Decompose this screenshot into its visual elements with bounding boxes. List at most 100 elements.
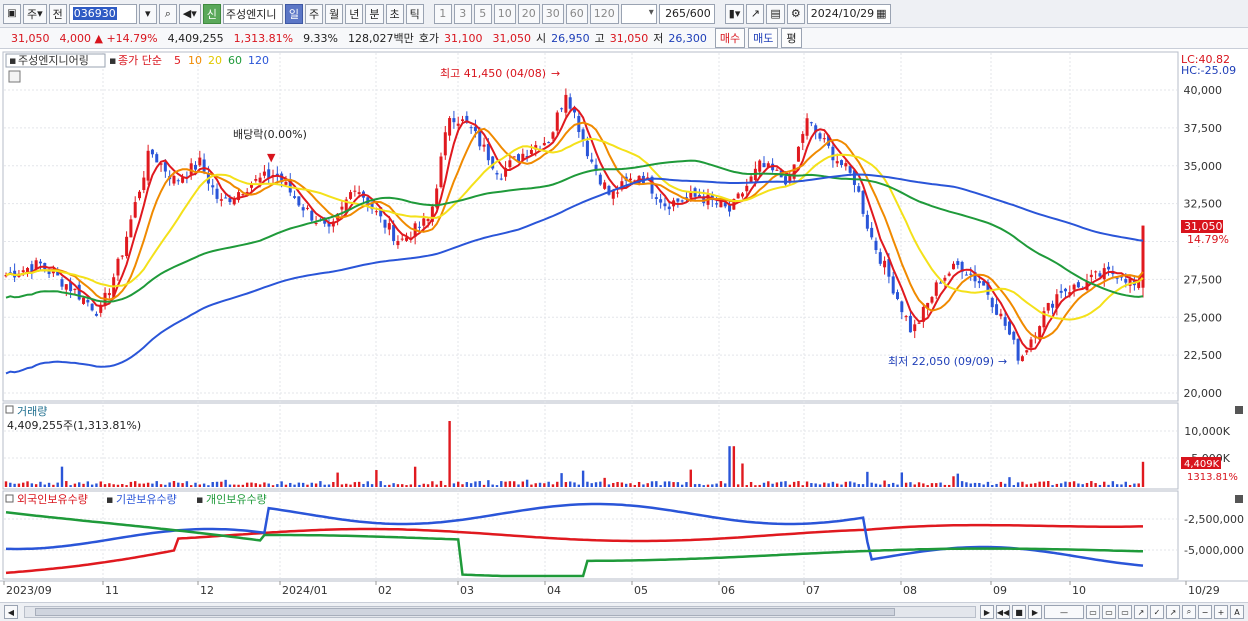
date-field[interactable]: 2024/10/29 ▦ — [806, 3, 891, 24]
volume-menu-icon[interactable] — [5, 405, 14, 414]
volume-bar — [319, 481, 322, 487]
zoom-slider-icon[interactable]: — — [1044, 605, 1084, 619]
interval-30[interactable]: 30 — [541, 3, 564, 24]
volume-bar — [379, 481, 382, 487]
candle-body — [908, 315, 912, 333]
horizontal-scrollbar[interactable] — [24, 606, 976, 618]
tab-minute[interactable]: 분 — [365, 3, 384, 24]
speaker-icon[interactable]: ◀▾ — [178, 3, 201, 24]
interval-10[interactable]: 10 — [493, 3, 516, 24]
candle-body — [1094, 271, 1098, 273]
chart-area[interactable]: 40,00037,50035,00032,50030,00027,50025,0… — [0, 49, 1248, 602]
tool-icon-4[interactable]: ↗ — [1134, 605, 1148, 619]
tab-month[interactable]: 월 — [325, 3, 344, 24]
candle-body — [1051, 303, 1055, 308]
holding-y-axis: -2,500,000 -5,000,000 — [1184, 513, 1244, 557]
scroll-left-icon[interactable]: ◀ — [4, 605, 18, 619]
zoom-out-icon[interactable]: − — [1198, 605, 1212, 619]
volume-bar — [594, 482, 598, 487]
tool-icon-6[interactable]: ↗ — [1166, 605, 1180, 619]
candle-body — [1016, 338, 1020, 361]
prev-button[interactable]: 전 — [48, 3, 67, 24]
candle-body — [809, 122, 813, 124]
stock-code-input[interactable]: 036930 — [68, 3, 137, 24]
font-size-icon[interactable]: A — [1230, 605, 1244, 619]
candle-body — [676, 198, 680, 202]
candle-body — [1068, 292, 1072, 295]
zoom-in-icon[interactable]: + — [1214, 605, 1228, 619]
volume-close-icon[interactable] — [1235, 406, 1243, 414]
interval-20[interactable]: 20 — [517, 3, 540, 24]
candle-body — [904, 316, 908, 318]
window-icon[interactable]: ▣ — [3, 3, 21, 24]
tab-second[interactable]: 초 — [385, 3, 404, 24]
candle-body — [301, 207, 305, 211]
candle-body — [534, 145, 538, 150]
search-icon[interactable]: ⌕ — [158, 3, 177, 24]
volume-bar — [930, 483, 934, 487]
volume-value: 4,409,255 — [167, 31, 224, 45]
code-dropdown-icon[interactable]: ▾ — [138, 3, 157, 24]
candle-body — [202, 159, 206, 172]
interval-3[interactable]: 3 — [453, 3, 472, 24]
candle-body — [1076, 282, 1080, 288]
play-icon[interactable]: ▶ — [1028, 605, 1042, 619]
volume-bar — [513, 481, 516, 487]
save-icon[interactable]: ▤ — [766, 3, 785, 24]
volume-bar — [508, 481, 512, 487]
calculator-icon[interactable] — [8, 70, 21, 83]
candle-body — [723, 202, 727, 207]
candle-body — [293, 196, 297, 198]
tool-icon-3[interactable]: ▭ — [1118, 605, 1132, 619]
flat-button[interactable]: 평 — [781, 28, 802, 48]
volume-bar — [586, 481, 589, 487]
tab-tick[interactable]: 틱 — [405, 3, 424, 24]
interval-60[interactable]: 60 — [565, 3, 588, 24]
chart-type-icon[interactable]: ▮▾ — [724, 3, 745, 24]
candle-body — [689, 192, 693, 198]
candle-body — [521, 153, 525, 160]
candle-body — [762, 163, 766, 168]
calendar-icon[interactable]: ▦ — [876, 7, 887, 20]
holding-close-icon[interactable] — [1235, 495, 1243, 503]
draw-tool-icon[interactable]: ↗ — [746, 3, 765, 24]
tab-day[interactable]: 일 — [284, 3, 304, 24]
volume-bar — [396, 484, 400, 487]
holding-menu-icon[interactable] — [5, 494, 14, 503]
interval-1[interactable]: 1 — [433, 3, 452, 24]
stock-chart-svg[interactable]: 40,00037,50035,00032,50030,00027,50025,0… — [0, 49, 1248, 602]
interval-select[interactable] — [620, 3, 657, 24]
tool-icon-1[interactable]: ▭ — [1086, 605, 1100, 619]
gear-icon[interactable]: ⚙ — [786, 3, 805, 24]
scroll-right-icon[interactable]: ▶ — [980, 605, 994, 619]
tab-year[interactable]: 년 — [345, 3, 364, 24]
buy-button[interactable]: 매수 — [714, 28, 746, 48]
candle-body — [1059, 290, 1063, 293]
count-field[interactable]: 265/600 — [658, 3, 715, 24]
interval-5[interactable]: 5 — [473, 3, 492, 24]
tab-week[interactable]: 주 — [305, 3, 324, 24]
zoom-icon[interactable]: ⌕ — [1182, 605, 1196, 619]
panel-menu-icon[interactable]: ▪ — [9, 54, 16, 67]
interval-120[interactable]: 120 — [589, 3, 619, 24]
rewind-icon[interactable]: ◀◀ — [996, 605, 1010, 619]
sell-button[interactable]: 매도 — [748, 28, 779, 48]
volume-bar — [301, 482, 305, 487]
stock-title: 주성엔지니어링 — [18, 54, 89, 67]
tool-icon-5[interactable]: ✓ — [1150, 605, 1164, 619]
market-select[interactable]: 주 ▾ — [23, 3, 47, 24]
volume-bar — [637, 481, 641, 487]
candle-body — [64, 284, 68, 290]
candle-body — [1020, 356, 1024, 362]
volume-bar — [1072, 481, 1076, 487]
volume-bar — [732, 446, 736, 487]
scroll-thumb[interactable] — [35, 608, 895, 616]
stop-icon[interactable]: ■ — [1012, 605, 1026, 619]
candle-body — [461, 119, 465, 122]
candle-body — [504, 168, 508, 177]
candle-body — [728, 205, 732, 212]
ma-label: 종가 단순 — [118, 54, 162, 67]
tool-icon-2[interactable]: ▭ — [1102, 605, 1116, 619]
volume-bar — [719, 481, 723, 487]
volume-bar — [965, 482, 968, 487]
